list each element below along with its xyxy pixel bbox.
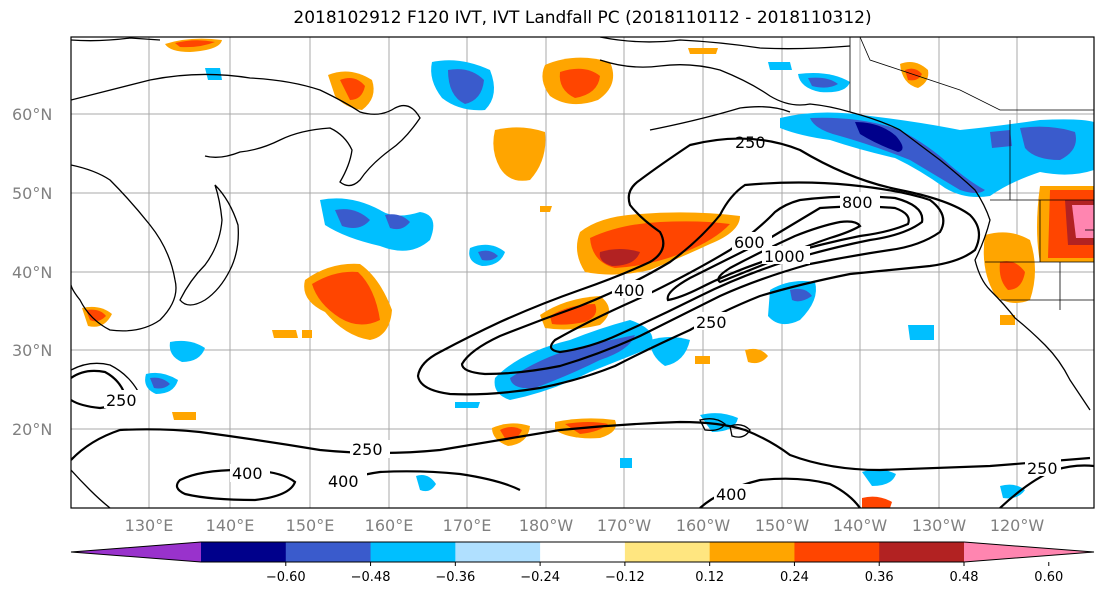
lon-label: 170°E bbox=[443, 516, 492, 535]
contour-label-250: 250 bbox=[352, 440, 383, 459]
colorbar-tick-label: −0.60 bbox=[266, 570, 306, 585]
lon-label: 130°E bbox=[125, 516, 174, 535]
map-frame bbox=[70, 36, 1095, 509]
lon-label: 150°E bbox=[286, 516, 335, 535]
colorbar-segment bbox=[794, 542, 880, 562]
lon-label: 140°W bbox=[833, 516, 888, 535]
colorbar-segment bbox=[879, 542, 965, 562]
lat-label: 20°N bbox=[12, 420, 52, 439]
lat-label: 60°N bbox=[12, 105, 52, 124]
lon-label: 150°W bbox=[755, 516, 810, 535]
contour-labels: 250 400 400 250 400 600 800 1000 250 400… bbox=[104, 133, 1061, 504]
lon-label: 140°E bbox=[206, 516, 255, 535]
colorbar-segment bbox=[201, 542, 287, 562]
colorbar-segment bbox=[370, 542, 456, 562]
colorbar-outline bbox=[70, 541, 1095, 563]
map-title: 2018102912 F120 IVT, IVT Landfall PC (20… bbox=[293, 8, 872, 28]
colorbar-segment bbox=[455, 542, 541, 562]
lon-label: 160°E bbox=[365, 516, 414, 535]
latitude-labels: 60°N 50°N 40°N 30°N 20°N bbox=[12, 105, 52, 439]
ivt-pc-shading bbox=[82, 38, 1094, 508]
lat-label: 40°N bbox=[12, 263, 52, 282]
contour-label-400: 400 bbox=[328, 472, 359, 491]
colorbar-tick-label: 0.24 bbox=[780, 570, 809, 585]
lat-label: 50°N bbox=[12, 184, 52, 203]
contour-label-400: 400 bbox=[614, 281, 645, 300]
colorbar-segment bbox=[540, 542, 626, 562]
colorbar-tick-label: 0.48 bbox=[950, 570, 979, 585]
contour-label-800: 800 bbox=[842, 193, 873, 212]
lon-label: 180°W bbox=[519, 516, 574, 535]
coastlines bbox=[71, 37, 1091, 508]
colorbar-extend-low bbox=[71, 542, 201, 562]
colorbar-segment bbox=[709, 542, 795, 562]
colorbar-tick-label: 0.60 bbox=[1034, 570, 1063, 585]
colorbar-tick-label: 0.36 bbox=[865, 570, 894, 585]
colorbar-tick-label: −0.48 bbox=[351, 570, 391, 585]
colorbar-tick-label: 0.12 bbox=[695, 570, 724, 585]
contour-label-1000: 1000 bbox=[764, 247, 805, 266]
lon-label: 130°W bbox=[912, 516, 967, 535]
contour-label-250: 250 bbox=[696, 313, 727, 332]
lat-label: 30°N bbox=[12, 341, 52, 360]
colorbar-tick-label: −0.36 bbox=[435, 570, 475, 585]
colorbar-tick-label: −0.24 bbox=[520, 570, 560, 585]
colorbar-segment bbox=[285, 542, 372, 562]
colorbar-tick-label: −0.12 bbox=[605, 570, 645, 585]
colorbar-segment bbox=[624, 542, 711, 562]
colorbar: −0.60 −0.48 −0.36 −0.24 −0.12 0.12 0.24 0.36 0.4… bbox=[70, 541, 1095, 585]
contour-label-250: 250 bbox=[735, 133, 766, 152]
gridlines bbox=[71, 37, 1094, 508]
lon-label: 120°W bbox=[990, 516, 1045, 535]
lon-label: 160°W bbox=[676, 516, 731, 535]
contour-label-400: 400 bbox=[716, 485, 747, 504]
colorbar-extend-high bbox=[964, 542, 1094, 562]
lon-label: 170°W bbox=[597, 516, 652, 535]
contour-label-400: 400 bbox=[232, 464, 263, 483]
longitude-labels: 130°E 140°E 150°E 160°E 170°E 180°W 170°… bbox=[125, 516, 1045, 535]
contour-label-250: 250 bbox=[106, 391, 137, 410]
contour-label-250: 250 bbox=[1027, 459, 1058, 478]
contour-label-600: 600 bbox=[734, 233, 765, 252]
borders bbox=[849, 37, 1094, 310]
